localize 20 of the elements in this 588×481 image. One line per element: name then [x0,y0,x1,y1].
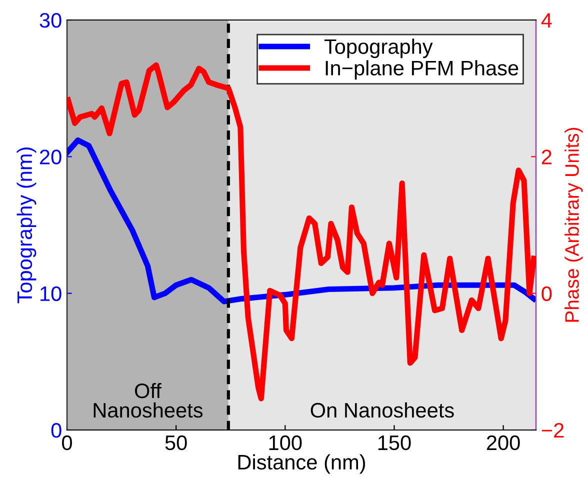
legend-label: Topography [324,38,433,58]
legend-label: In−plane PFM Phase [326,60,518,80]
y2-tick-label: 4 [541,13,552,28]
y2-axis-title: Phase (Arbitrary Units) [564,128,583,322]
y2-tick-label: 2 [542,150,552,164]
x-tick-label: 100 [269,435,302,450]
x-tick-label: 50 [165,435,187,450]
x-tick-label: 150 [378,435,411,450]
x-axis-title: Distance (nm) [238,454,366,474]
y-axis-title: Topography (nm) [16,148,36,304]
y2-tick-label: −2 [542,423,564,438]
band-label: On Nanosheets [310,402,454,418]
y-tick-label: 10 [40,286,62,302]
y-tick-label: 0 [51,423,62,438]
band-label: Off Nanosheets [94,382,203,418]
y-tick-label: 20 [40,150,62,164]
y-tick-label: 30 [40,13,62,28]
y2-tick-label: 0 [542,286,552,302]
x-tick-label: 0 [62,435,72,450]
x-tick-label: 200 [486,435,520,450]
